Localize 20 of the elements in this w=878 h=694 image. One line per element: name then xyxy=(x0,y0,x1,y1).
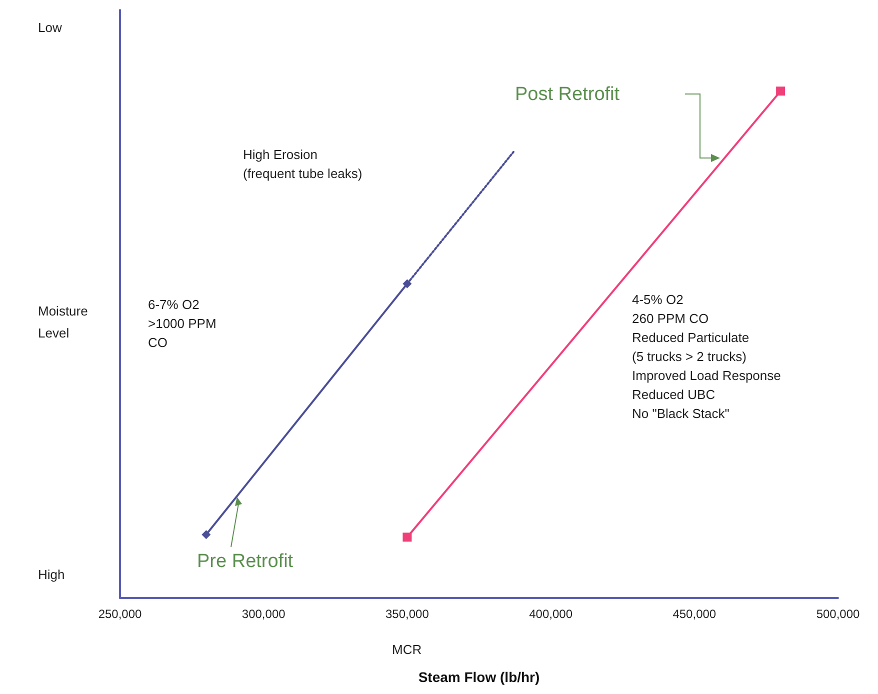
x-tick-label: 350,000 xyxy=(386,607,430,621)
annotation: 6-7% O2 >1000 PPM CO xyxy=(148,297,216,350)
text: MCR xyxy=(392,642,422,657)
x-tick-label: 450,000 xyxy=(672,607,716,621)
x-tick-label: 250,000 xyxy=(98,607,142,621)
text: High xyxy=(38,567,65,582)
annotation: High Erosion (frequent tube leaks) xyxy=(243,147,362,181)
annotation: 4-5% O2 260 PPM CO Reduced Particulate (5 trucks > 2 trucks) Improved Load Response Reduced UBC No "Black Stack" xyxy=(632,292,781,421)
annotation: Post Retrofit xyxy=(515,84,620,105)
point xyxy=(402,532,412,542)
x-tick-label: 400,000 xyxy=(529,607,573,621)
x-tick-label: 500,000 xyxy=(816,607,860,621)
x-axis-title: Steam Flow (lb/hr) xyxy=(418,669,540,685)
point xyxy=(202,530,211,540)
x-tick-label: 300,000 xyxy=(242,607,286,621)
text: Low xyxy=(38,20,62,35)
annotation: Pre Retrofit xyxy=(197,551,294,572)
point xyxy=(776,86,786,96)
y-axis-title: Moisture Level xyxy=(38,304,92,340)
point xyxy=(402,279,412,288)
